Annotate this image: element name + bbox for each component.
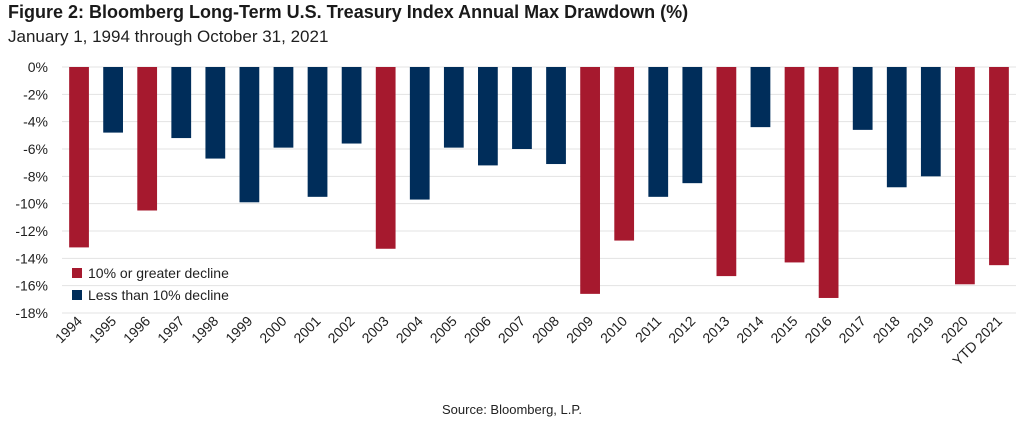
legend-label-major: 10% or greater decline [88, 265, 229, 281]
bar [920, 67, 941, 177]
bar [307, 67, 328, 197]
x-tick-label: 2010 [597, 313, 630, 346]
x-tick-label: 1999 [222, 313, 255, 346]
x-tick-label: 1995 [86, 313, 119, 346]
x-tick-label: 2013 [699, 313, 732, 346]
x-tick-label: 2012 [665, 313, 698, 346]
bar [409, 67, 430, 200]
bar-chart: 0%-2%-4%-6%-8%-10%-12%-14%-16%-18% 1994 1… [15, 59, 1016, 369]
x-tick-label: 2003 [358, 313, 391, 346]
bar [648, 67, 669, 197]
y-tick-label: -6% [23, 141, 48, 157]
bar [614, 67, 635, 241]
source-note: Source: Bloomberg, L.P. [442, 402, 582, 417]
x-tick-label: 2009 [563, 313, 596, 346]
y-tick-label: -12% [15, 223, 48, 239]
bar [205, 67, 226, 159]
x-tick-label: 2017 [835, 313, 868, 346]
x-tick-label: 2001 [290, 313, 323, 346]
x-tick-label: 1997 [154, 313, 187, 346]
y-tick-label: -10% [15, 196, 48, 212]
y-tick-label: 0% [28, 59, 48, 75]
chart-title: Figure 2: Bloomberg Long-Term U.S. Treas… [8, 2, 689, 22]
legend-label-minor: Less than 10% decline [88, 287, 229, 303]
x-tick-label: 2014 [733, 313, 766, 346]
bar [273, 67, 294, 148]
x-tick-label: 2004 [393, 313, 426, 346]
bar [443, 67, 464, 148]
bar [716, 67, 737, 277]
bar [818, 67, 839, 298]
legend-swatch-minor [72, 290, 82, 300]
x-tick-label: 2008 [529, 313, 562, 346]
bars [69, 67, 1009, 298]
x-tick-label: 1994 [52, 313, 85, 346]
bar [103, 67, 123, 133]
y-tick-label: -2% [23, 86, 48, 102]
x-tick-label: 2019 [904, 313, 937, 346]
x-tick-label: 2018 [870, 313, 903, 346]
x-tick-label: 1998 [188, 313, 221, 346]
bar [955, 67, 975, 285]
y-tick-label: -16% [15, 278, 48, 294]
x-tick-label: 2015 [767, 313, 800, 346]
x-tick-label: 2005 [427, 313, 460, 346]
bar [171, 67, 192, 139]
x-tick-label: 2006 [461, 313, 494, 346]
y-tick-label: -18% [15, 305, 48, 321]
x-tick-label: 2016 [801, 313, 834, 346]
legend: 10% or greater decline Less than 10% dec… [72, 265, 229, 303]
x-tick-label: 2011 [632, 313, 665, 346]
bar [546, 67, 566, 165]
bar [341, 67, 362, 144]
y-tick-label: -8% [23, 168, 48, 184]
bar [750, 67, 771, 128]
bar [989, 67, 1009, 266]
bar [478, 67, 498, 166]
y-axis-ticks: 0% -2% -4% -6% -8% -10% -12% -14% -16% -18% [15, 59, 48, 321]
bar [682, 67, 703, 184]
y-tick-label: -4% [23, 114, 48, 130]
x-tick-label: 1996 [120, 313, 153, 346]
chart-subtitle: January 1, 1994 through October 31, 2021 [8, 27, 329, 46]
bar [512, 67, 532, 149]
legend-swatch-major [72, 268, 82, 278]
bar [580, 67, 600, 294]
x-tick-label: 2007 [495, 313, 528, 346]
bar [69, 67, 89, 248]
x-tick-label: 2000 [256, 313, 289, 346]
bar [375, 67, 396, 249]
bar [239, 67, 260, 203]
y-tick-label: -14% [15, 250, 48, 266]
bar [852, 67, 873, 130]
bar [137, 67, 158, 211]
x-axis-ticks: 1994 1995 1996 1997 1998 1999 2000 2001 2002 2003… [52, 313, 1005, 369]
bar [886, 67, 907, 188]
x-tick-label: 2002 [324, 313, 357, 346]
bar [784, 67, 805, 263]
